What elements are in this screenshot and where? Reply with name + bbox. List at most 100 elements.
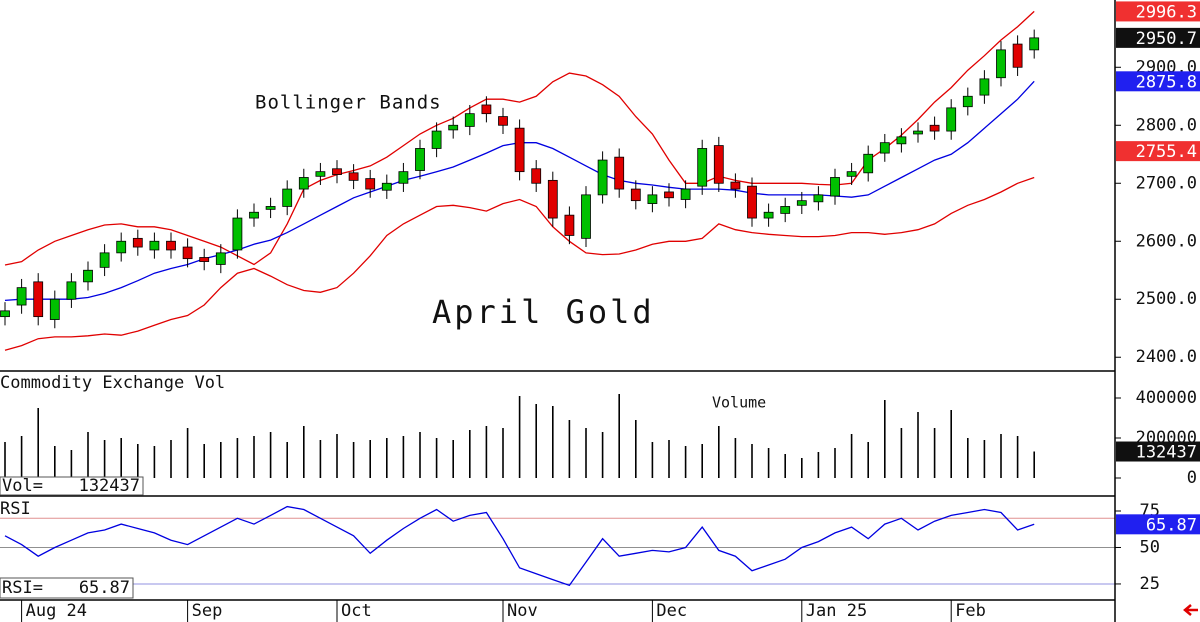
- candle-body: [431, 130, 442, 149]
- y-tick-label: 2400.0: [1136, 347, 1197, 367]
- candle-body: [597, 159, 608, 196]
- candle-body: [713, 145, 724, 184]
- candle-body: [796, 200, 807, 206]
- value-box: [1116, 1, 1200, 22]
- x-tick-label: Aug 24: [26, 601, 87, 621]
- candle-body: [448, 124, 459, 131]
- readout-value: 132437: [79, 476, 140, 496]
- candle-body: [99, 252, 110, 268]
- candle-body: [0, 310, 10, 318]
- candle-body: [149, 240, 160, 251]
- candle-body: [498, 116, 508, 126]
- candle-body: [830, 177, 840, 197]
- rsi-line: [4, 505, 1035, 587]
- candle-body: [49, 298, 60, 320]
- y-tick-label: 2800.0: [1136, 115, 1197, 135]
- x-tick-label: Jan 25: [806, 601, 867, 621]
- bollinger-band: [4, 80, 1035, 302]
- readout-box: [0, 476, 144, 496]
- candle-body: [564, 214, 575, 236]
- candle-body: [348, 172, 359, 181]
- value-box: [1116, 71, 1200, 92]
- y-tick-label: 2500.0: [1136, 289, 1197, 309]
- candle-body: [415, 148, 425, 171]
- candle-body: [730, 181, 741, 190]
- candle-body: [1029, 37, 1040, 51]
- x-tick-label: Nov: [507, 601, 538, 621]
- axes: [0, 0, 1121, 622]
- candle-body: [581, 194, 591, 239]
- candle-body: [630, 188, 641, 202]
- candle-body: [298, 177, 309, 190]
- y-tick-label: 400000: [1136, 388, 1197, 408]
- bollinger-band: [4, 10, 1035, 266]
- rsi-panel: [0, 505, 1115, 587]
- y-tick-label: 2600.0: [1136, 231, 1197, 251]
- x-tick-label: Sep: [192, 601, 223, 621]
- candle-body: [946, 107, 957, 132]
- value-label: 2950.7: [1136, 29, 1197, 49]
- candle-body: [647, 194, 658, 204]
- candle-body: [531, 168, 542, 184]
- candle-body: [996, 49, 1006, 79]
- candle-body: [83, 269, 93, 283]
- candle-body: [332, 168, 342, 175]
- candle-body: [1012, 43, 1023, 68]
- price-panel: [0, 10, 1040, 351]
- candle-body: [116, 240, 127, 254]
- value-label: 2755.4: [1136, 142, 1197, 162]
- candle-body: [697, 148, 708, 187]
- candle-body: [166, 240, 176, 251]
- value-label: 132437: [1136, 443, 1197, 463]
- candle-body: [199, 257, 210, 262]
- candle-body: [846, 171, 857, 177]
- candle-body: [514, 127, 525, 173]
- rsi-title: RSI: [0, 499, 31, 519]
- candle-body: [132, 237, 143, 248]
- value-box: [1116, 27, 1200, 48]
- candle-body: [863, 153, 874, 174]
- candle-body: [747, 185, 757, 219]
- volume-panel: [4, 394, 1035, 478]
- candle-body: [913, 130, 923, 135]
- candle-body: [896, 136, 907, 145]
- candle-body: [962, 95, 973, 108]
- candle-body: [66, 281, 77, 300]
- candle-body: [381, 182, 392, 191]
- value-label: 2875.8: [1136, 72, 1197, 92]
- candle-body: [215, 252, 226, 265]
- candle-body: [929, 124, 940, 132]
- candle-body: [481, 104, 492, 115]
- value-box: [1116, 141, 1200, 162]
- candle-body: [664, 191, 674, 199]
- candle-body: [979, 78, 990, 96]
- candle-body: [249, 211, 259, 219]
- readout-label: RSI=: [2, 578, 43, 598]
- candle-body: [464, 113, 475, 127]
- candle-body: [16, 287, 27, 306]
- readout-label: Vol=: [2, 476, 43, 496]
- candle-body: [813, 194, 824, 203]
- candle-body: [398, 171, 409, 184]
- candle-body: [232, 217, 243, 251]
- candle-body: [33, 281, 44, 318]
- candle-body: [315, 171, 326, 177]
- bollinger-band: [4, 176, 1035, 351]
- scroll-arrow[interactable]: [1183, 604, 1198, 616]
- candle-body: [780, 206, 791, 214]
- x-tick-label: Oct: [341, 601, 372, 621]
- x-tick-label: Feb: [955, 601, 986, 621]
- y-tick-label: 0: [1187, 468, 1197, 488]
- x-tick-label: Dec: [656, 601, 687, 621]
- value-box: [1116, 514, 1200, 535]
- volume-title: Commodity Exchange Vol: [0, 373, 225, 393]
- candle-body: [879, 142, 890, 154]
- value-box: [1116, 441, 1200, 462]
- candle-body: [763, 211, 774, 219]
- candle-body: [547, 179, 558, 219]
- annotation: Volume: [712, 394, 766, 412]
- y-tick-label: 2700.0: [1136, 173, 1197, 193]
- y-tick-label: 25: [1140, 574, 1160, 594]
